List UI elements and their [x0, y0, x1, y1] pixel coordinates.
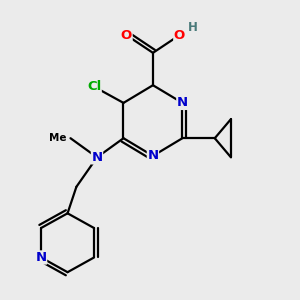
- Text: O: O: [121, 29, 132, 42]
- Text: Cl: Cl: [87, 80, 101, 93]
- Text: N: N: [147, 149, 158, 162]
- Text: N: N: [92, 151, 103, 164]
- Text: O: O: [174, 29, 185, 42]
- Text: N: N: [177, 96, 188, 110]
- Text: H: H: [188, 21, 198, 34]
- Text: Me: Me: [49, 133, 66, 143]
- Text: N: N: [35, 251, 46, 264]
